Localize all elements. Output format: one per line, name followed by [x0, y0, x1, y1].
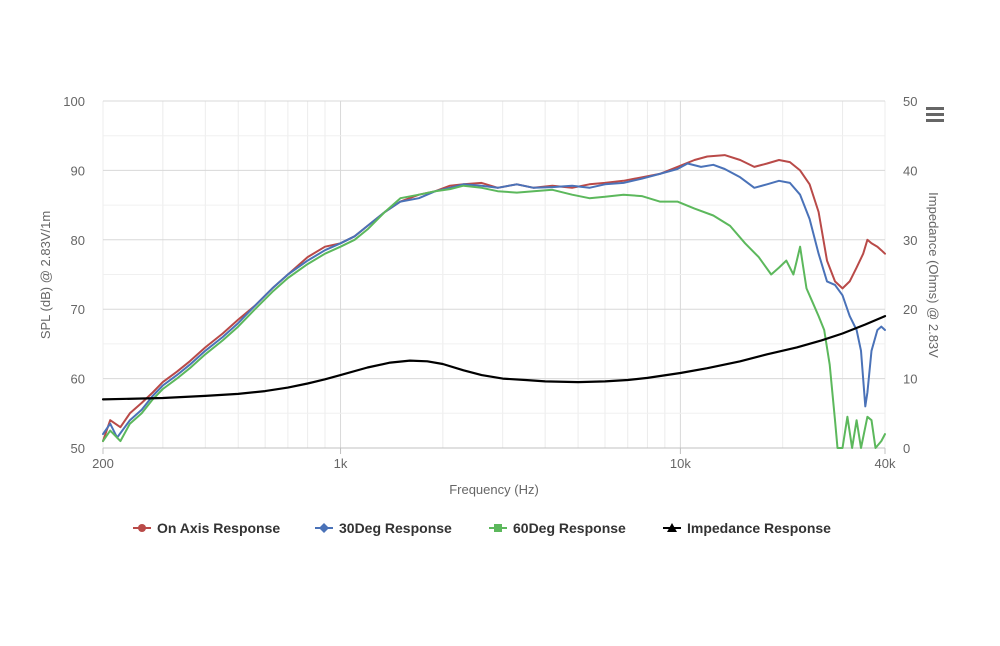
axes: [102, 447, 886, 454]
x-tick-label: 40k: [875, 456, 896, 471]
x-tick-label: 1k: [334, 456, 348, 471]
legend-label: 30Deg Response: [339, 520, 452, 536]
legend-diamond-marker-icon: [319, 523, 329, 533]
chart-menu-icon[interactable]: [926, 107, 944, 122]
legend-label: 60Deg Response: [513, 520, 626, 536]
series-line-impedance-response: [101, 315, 887, 401]
legend-triangle-marker-icon: [667, 523, 677, 532]
y-right-tick-label: 10: [903, 372, 917, 387]
y-left-tick-label: 50: [71, 441, 85, 456]
legend-label: On Axis Response: [157, 520, 280, 536]
series-lines: [101, 154, 887, 449]
legend: On Axis Response 30Deg Response 60Deg Resp…: [133, 520, 831, 536]
x-axis-title: Frequency (Hz): [449, 482, 539, 497]
legend-item[interactable]: 60Deg Response: [489, 520, 626, 536]
y-left-tick-label: 90: [71, 163, 85, 178]
series-line-60deg-response: [102, 184, 886, 449]
y-right-tick-label: 40: [903, 163, 917, 178]
legend-item[interactable]: 30Deg Response: [315, 520, 452, 536]
y-axis-right-title: Impedance (Ohms) @ 2.83V: [926, 192, 941, 358]
y-right-tick-label: 20: [903, 302, 917, 317]
y-axis-left-title: SPL (dB) @ 2.83V/1m: [38, 211, 53, 339]
x-tick-label: 10k: [670, 456, 691, 471]
y-right-tick-label: 0: [903, 441, 910, 456]
legend-square-marker-icon: [494, 524, 502, 532]
y-left-tick-label: 100: [63, 94, 85, 109]
legend-circle-marker-icon: [138, 524, 146, 532]
legend-item[interactable]: Impedance Response: [663, 520, 831, 536]
legend-label: Impedance Response: [687, 520, 831, 536]
y-left-tick-label: 60: [71, 372, 85, 387]
x-tick-label: 200: [92, 456, 114, 471]
y-right-tick-label: 50: [903, 94, 917, 109]
y-right-tick-label: 30: [903, 233, 917, 248]
y-left-tick-label: 70: [71, 302, 85, 317]
tick-labels: 200 1k 10k 40k 50 60 70 80 90 100 0 10 20 30 40 50: [63, 94, 917, 471]
y-left-tick-label: 80: [71, 233, 85, 248]
legend-item[interactable]: On Axis Response: [133, 520, 280, 536]
series-line-30deg-response: [102, 162, 886, 439]
series-line-on-axis-response: [102, 154, 886, 443]
